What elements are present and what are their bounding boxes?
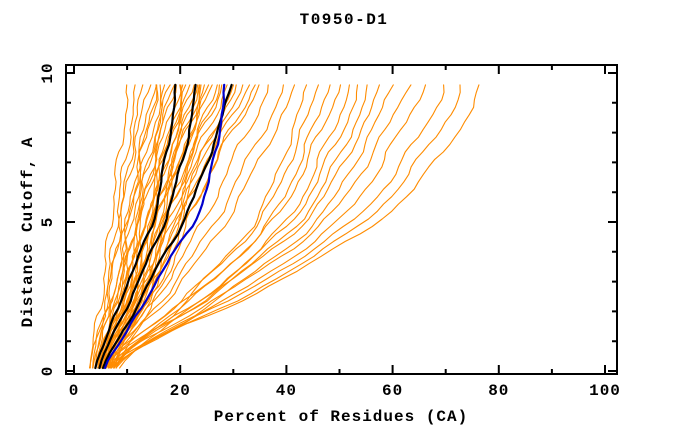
model-curve	[98, 83, 197, 370]
model-curve	[92, 84, 136, 369]
x-tick-label: 60	[382, 382, 403, 400]
model-curve	[111, 84, 284, 369]
model-curve	[108, 84, 269, 369]
model-curve	[110, 84, 461, 369]
model-curve	[101, 83, 233, 370]
axis-ticks	[66, 65, 617, 374]
x-tick-label: 20	[170, 382, 191, 400]
model-curve	[94, 84, 162, 369]
plot-border	[65, 64, 618, 375]
chart-title: T0950-D1	[300, 11, 389, 29]
black-model-curves	[94, 83, 233, 370]
x-tick-label: 0	[69, 382, 80, 400]
x-axis-label: Percent of Residues (CA)	[214, 408, 468, 426]
y-tick-label: 0	[39, 366, 57, 377]
model-curve	[99, 84, 342, 369]
model-curve	[102, 84, 380, 369]
model-curve	[105, 84, 228, 369]
x-tick-label: 80	[488, 382, 509, 400]
model-curve	[100, 84, 235, 369]
y-tick-label: 10	[39, 62, 57, 83]
model-curve	[100, 84, 213, 369]
x-tick-label: 40	[276, 382, 297, 400]
model-curve	[100, 84, 158, 369]
model-curve	[105, 84, 412, 369]
model-curve	[102, 84, 296, 369]
model-curve	[89, 84, 129, 369]
orange-model-curves	[88, 84, 480, 369]
model-curve	[94, 83, 177, 370]
model-curve	[103, 83, 226, 370]
model-curve	[108, 84, 445, 369]
model-curve	[108, 84, 359, 369]
model-curve	[97, 84, 202, 369]
model-curve	[105, 84, 480, 369]
x-tick-label: 100	[589, 382, 621, 400]
model-curve	[105, 84, 191, 369]
model-curve	[115, 84, 394, 369]
y-axis-label: Distance Cutoff, A	[19, 137, 37, 328]
model-curve	[107, 84, 201, 369]
model-curve	[92, 84, 159, 369]
model-curve	[115, 84, 308, 369]
blue-model-curve	[103, 83, 226, 370]
axis-tick-labels: 0 20 40 60 80 100 0 5 10	[39, 62, 621, 400]
y-tick-label: 5	[39, 217, 57, 228]
tick-marks	[66, 65, 617, 374]
model-curve	[97, 84, 187, 369]
